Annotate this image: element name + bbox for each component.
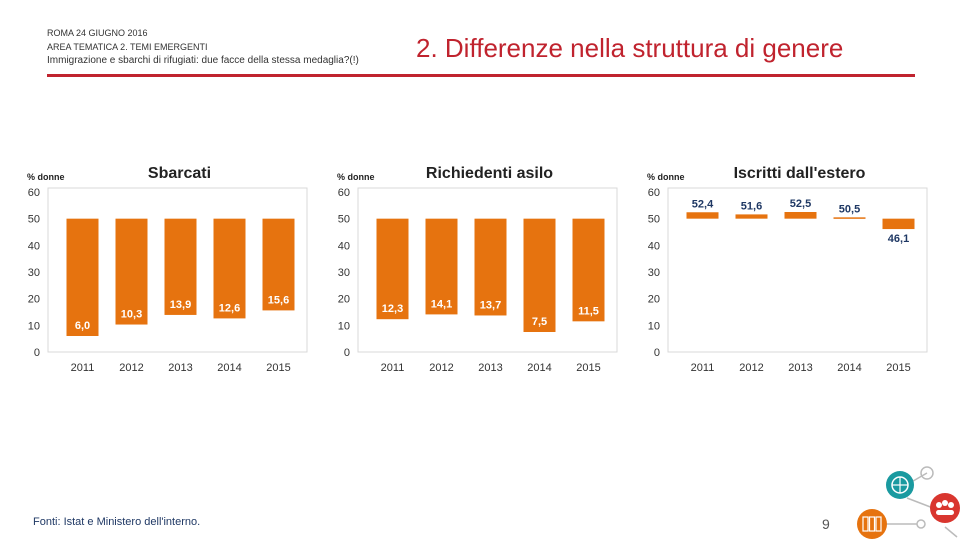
people-group-icon: [930, 493, 960, 523]
y-axis-label: % donne: [337, 172, 375, 182]
bar-2013: [164, 218, 197, 315]
data-label: 6,0: [75, 320, 90, 332]
chart-title: Iscritti dall'estero: [734, 165, 866, 182]
y-tick-label: 0: [34, 347, 40, 359]
data-label: 10,3: [121, 309, 142, 321]
data-label: 50,5: [839, 203, 860, 215]
data-label: 13,7: [480, 299, 501, 311]
bar-2015: [262, 218, 295, 311]
y-tick-label: 0: [344, 347, 350, 359]
bar-2014: [213, 218, 246, 319]
y-tick-label: 10: [28, 320, 40, 332]
y-tick-label: 50: [648, 214, 660, 226]
bar-2011: [686, 212, 719, 219]
y-axis-label: % donne: [27, 172, 65, 182]
slide-header: ROMA 24 GIUGNO 2016 AREA TEMATICA 2. TEM…: [47, 26, 407, 68]
x-tick-label: 2013: [788, 362, 812, 374]
bar-2014: [833, 217, 866, 219]
bar-2012: [425, 218, 458, 315]
slide-title: 2. Differenze nella struttura di genere: [416, 33, 844, 63]
bar-2015: [882, 218, 915, 230]
data-label: 14,1: [431, 298, 452, 310]
x-tick-label: 2011: [71, 362, 95, 374]
data-label: 11,5: [578, 305, 599, 317]
bar-2011: [376, 218, 409, 320]
y-tick-label: 40: [28, 240, 40, 252]
data-label: 7,5: [532, 316, 547, 328]
y-tick-label: 20: [648, 294, 660, 306]
y-tick-label: 30: [28, 267, 40, 279]
data-label: 51,6: [741, 200, 762, 212]
source-note: Fonti: Istat e Ministero dell'interno.: [33, 516, 201, 528]
chart-title: Richiedenti asilo: [426, 165, 553, 182]
y-tick-label: 60: [338, 187, 350, 199]
y-tick-label: 30: [338, 267, 350, 279]
bar-2012: [115, 218, 148, 325]
x-tick-label: 2014: [527, 362, 551, 374]
x-tick-label: 2014: [837, 362, 861, 374]
y-tick-label: 60: [28, 187, 40, 199]
x-tick-label: 2013: [478, 362, 502, 374]
x-tick-label: 2012: [739, 362, 763, 374]
data-label: 12,6: [219, 302, 240, 314]
chart-sbarcati: Sbarcati % donne 0 10 20 30 40 50 60 6,0 2011 10,3 2…: [27, 165, 308, 374]
x-tick-label: 2012: [429, 362, 453, 374]
bar-2013: [784, 212, 817, 219]
network-decoration: [857, 466, 960, 539]
header-area: AREA TEMATICA 2. TEMI EMERGENTI: [47, 42, 208, 52]
data-label: 15,6: [268, 294, 289, 306]
chart-richiedenti-asilo: Richiedenti asilo % donne 0 10 20 30 40 50 60 12,…: [337, 165, 618, 374]
archive-icon: [857, 509, 887, 539]
y-tick-label: 10: [648, 320, 660, 332]
network-node-icon: [916, 519, 926, 529]
x-tick-label: 2011: [381, 362, 405, 374]
header-subtitle: Immigrazione e sbarchi di rifugiati: due…: [47, 55, 359, 66]
x-tick-label: 2013: [168, 362, 192, 374]
y-tick-label: 10: [338, 320, 350, 332]
bar-2015: [572, 218, 605, 322]
y-tick-label: 30: [648, 267, 660, 279]
x-tick-label: 2015: [886, 362, 910, 374]
y-tick-label: 40: [648, 240, 660, 252]
bar-2014: [523, 218, 556, 332]
data-label: 52,5: [790, 198, 811, 210]
x-tick-label: 2014: [217, 362, 241, 374]
data-label: 13,9: [170, 299, 191, 311]
data-label: 46,1: [888, 233, 909, 245]
y-tick-label: 60: [648, 187, 660, 199]
chart-title: Sbarcati: [148, 165, 211, 182]
y-axis-label: % donne: [647, 172, 685, 182]
data-label: 12,3: [382, 303, 403, 315]
bar-2012: [735, 214, 768, 219]
bar-2013: [474, 218, 507, 316]
title-underline: [47, 74, 915, 77]
x-tick-label: 2015: [576, 362, 600, 374]
y-tick-label: 50: [28, 214, 40, 226]
y-tick-label: 0: [654, 347, 660, 359]
data-label: 52,4: [692, 198, 714, 210]
y-tick-label: 50: [338, 214, 350, 226]
page-number: 9: [822, 516, 830, 532]
chart-iscritti-estero: Iscritti dall'estero % donne 0 10 20 30 40 50 60…: [647, 165, 928, 374]
x-tick-label: 2011: [691, 362, 715, 374]
header-date: ROMA 24 GIUGNO 2016: [47, 28, 148, 38]
bar-2011: [66, 218, 99, 336]
y-tick-label: 20: [338, 294, 350, 306]
y-tick-label: 20: [28, 294, 40, 306]
y-tick-label: 40: [338, 240, 350, 252]
x-tick-label: 2012: [119, 362, 143, 374]
x-tick-label: 2015: [266, 362, 290, 374]
network-node-icon: [920, 466, 934, 480]
